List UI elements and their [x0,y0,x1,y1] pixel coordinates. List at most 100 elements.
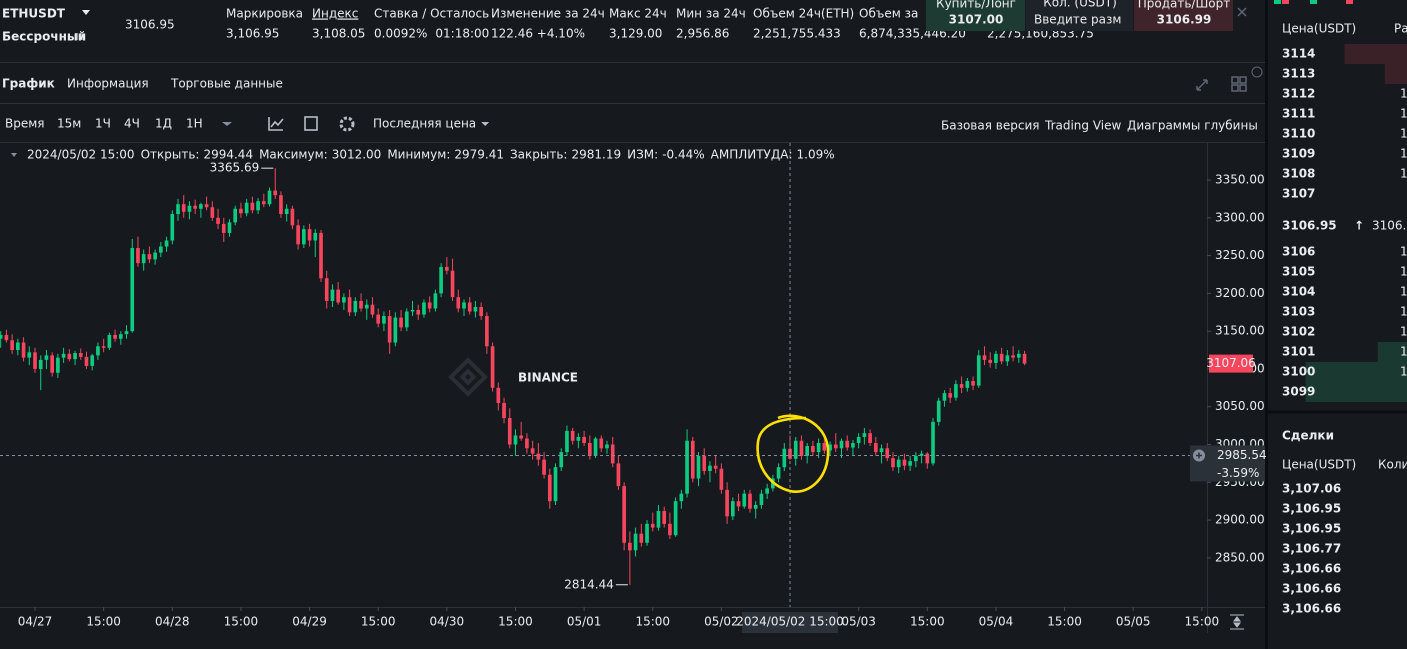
info-value: 2979.41 [454,148,504,162]
candle-body [988,359,993,363]
candle-body [462,302,466,309]
view-option[interactable]: Базовая версия [941,119,1039,133]
dropdown-icon[interactable] [82,10,90,15]
x-tick-label: 04/27 [18,615,53,629]
candle-body [1011,355,1015,358]
qty-input[interactable] [1026,0,1133,31]
interval[interactable]: 4Ч [124,117,140,131]
candle-body [559,452,564,468]
x-tick-label: 15:00 [361,615,396,629]
dropdown-icon[interactable] [222,122,232,126]
book-icon[interactable] [1310,0,1317,4]
template-icon[interactable] [304,116,318,131]
axis-reset-icon[interactable] [1230,614,1244,630]
buy-button[interactable] [926,0,1025,31]
candle-body [342,297,346,303]
indicator-icon[interactable] [268,117,284,131]
trades-header: Цена(USDT) [1282,458,1356,472]
book-amount: 1 [1400,87,1407,101]
x-tick-label: 05/05 [1116,615,1151,629]
candle-body [0,334,3,339]
candle-body [256,201,260,211]
candle-body [427,302,432,309]
candle-body [439,266,443,294]
candle-body [565,430,569,453]
interval[interactable]: 1Д [155,117,172,131]
candle-body [1016,353,1021,358]
book-price: 3107 [1282,187,1315,201]
candle-body [336,289,340,303]
candle-body [330,289,335,301]
view-option[interactable]: Диаграммы глубины [1127,119,1258,133]
tab[interactable]: Торговые данные [170,77,283,91]
view-option[interactable]: Trading View [1044,119,1122,133]
candle-body [359,300,363,309]
x-tick-label: 05/01 [567,615,602,629]
depth-bar [1377,342,1407,362]
interval[interactable]: 15м [57,117,81,131]
layout-icon[interactable] [1231,76,1247,92]
candle-body [73,353,77,360]
qty-label: Кол. (USDT) [1043,0,1117,10]
candle-body [645,523,649,543]
candle-body [519,435,524,439]
sell-button[interactable] [1134,0,1233,31]
candle-body [776,467,781,479]
candle-body [33,352,37,369]
close-icon[interactable] [1251,66,1263,78]
candle-body [244,202,249,214]
book-price: 3103 [1282,305,1315,319]
candle-body [805,446,810,456]
stat-label[interactable]: Индекс [312,7,358,21]
candle-body [931,421,935,464]
panel-icons[interactable] [1274,0,1353,4]
candle-body [793,440,798,459]
candle-body [10,340,14,351]
tab[interactable]: Информация [67,77,149,91]
stat-value: 01:18:00 [435,27,489,41]
book-price: 3111 [1282,107,1315,121]
candle-body [605,444,609,449]
x-tick-label: 15:00 [1047,615,1082,629]
book-price: 3099 [1282,385,1315,399]
expand-icon[interactable] [1196,79,1208,91]
candle-body [908,461,912,466]
candle-body [496,387,501,403]
candle-body [290,208,295,226]
stat-value: 122.46 +4.10% [491,27,585,41]
book-icon[interactable] [1282,0,1289,4]
chart: BINANCE 3350.00 3300.00 3250.00 3200.00 3150.… [0,143,1267,633]
y-tick-label: 2900.00 [1215,513,1265,527]
price-type[interactable]: Последняя цена [373,117,476,131]
candle-body [250,202,255,211]
add-alert-icon[interactable] [1196,452,1202,459]
annotation-circle [756,414,830,494]
candle-body [387,316,392,343]
x-tick-label: 15:00 [498,615,533,629]
candle-body [954,384,958,398]
book-amount: 1 [1400,345,1407,359]
collapse-icon[interactable] [11,153,17,157]
tab[interactable]: График [2,77,55,91]
candle-body [170,214,175,241]
candle-body [261,201,266,205]
interval[interactable]: 1Ч [95,117,111,131]
stat-value: 3,129.00 [609,27,662,41]
close-icon[interactable] [1237,7,1247,17]
dropdown-icon[interactable] [481,122,490,126]
contract-icon [80,33,83,40]
candle-body [227,222,232,233]
trade-price: 3,106.66 [1282,582,1341,596]
interval[interactable]: 1Н [186,117,203,131]
book-icon[interactable] [1274,0,1281,4]
candle-body [147,254,152,260]
candle-body [38,359,43,369]
candle-body [302,229,306,245]
settings-icon[interactable] [339,116,355,132]
candle-body [902,459,907,466]
book-header: Ра [1394,22,1407,36]
candle-body [118,334,123,339]
y-tick-label: 3350.00 [1215,173,1265,187]
book-icon[interactable] [1346,0,1353,4]
candle-body [833,444,838,449]
